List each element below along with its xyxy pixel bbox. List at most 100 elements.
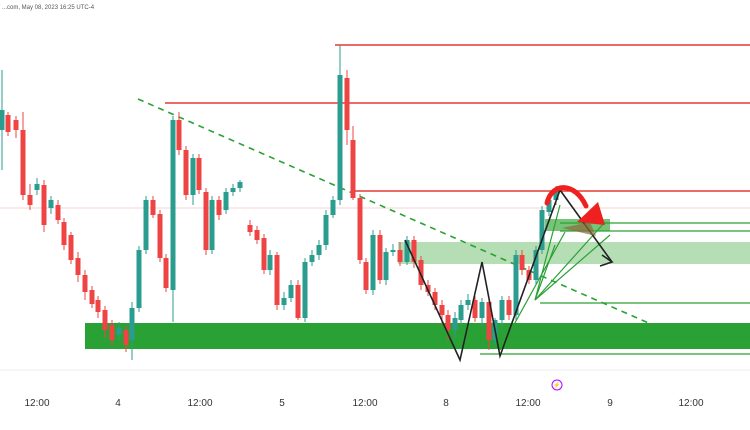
candle-body [432,292,438,305]
candle-body [95,300,101,312]
candle [230,184,236,196]
candle-body [150,200,156,215]
candle-body [350,140,356,198]
candle [75,252,81,282]
candle-body [13,120,19,130]
candle-body [479,302,485,318]
demand-zone[interactable] [398,242,750,264]
candle [41,180,47,232]
candle-body [499,300,505,320]
candle-body [157,214,163,258]
candle-body [196,158,202,190]
candle [261,234,267,274]
time-tick-label: 12:00 [678,398,703,409]
candle [95,296,101,318]
candle [465,294,471,310]
time-tick-label: 12:00 [515,398,540,409]
candle [370,230,376,295]
candle [116,322,122,340]
time-tick-label: 9 [607,398,613,409]
candle [143,196,149,254]
candle [163,254,169,292]
candle-body [445,315,451,330]
candle-body [309,255,315,262]
candle [281,292,287,310]
candle-body [109,325,115,340]
candle-body [553,190,559,200]
price-path-arrowhead [599,254,614,267]
candle [295,280,301,320]
candle-body [439,305,445,315]
candle-body [458,305,464,320]
time-tick-label: 12:00 [24,398,49,409]
candle [82,270,88,300]
candle-body [230,188,236,192]
candle-body [302,262,308,318]
candle [48,196,54,214]
candle [150,196,156,218]
red-curved-arrow[interactable] [544,185,589,209]
candle-body [61,222,67,245]
candle [513,250,519,320]
candle [183,146,189,200]
candle [123,326,129,352]
candle-body [27,195,33,205]
candle [411,236,417,268]
candle [486,298,492,350]
candle [129,302,135,360]
candle [237,180,243,192]
candle-body [316,245,322,255]
candle-body [506,300,512,315]
candle [27,184,33,210]
event-marker-icon[interactable] [551,379,563,391]
candle [0,70,5,170]
candle-body [190,158,196,195]
candle-body [55,205,61,220]
candle [20,112,26,200]
candle-body [41,185,47,225]
candle [404,236,410,265]
candle [397,242,403,266]
candle-body [247,225,253,232]
candle [288,280,294,302]
candle [499,296,505,326]
candle-body [48,200,54,208]
candle-body [397,250,403,262]
candle-body [274,255,280,305]
candle [190,154,196,205]
candle-body [465,300,471,305]
candle [170,116,176,322]
candle [458,300,464,325]
price-path[interactable] [404,188,613,363]
candle-body [513,255,519,315]
candles [0,45,559,360]
candle-body [357,198,363,260]
candle-body [295,285,301,318]
candle [350,126,356,200]
candle-body [363,262,369,290]
descending-trendline[interactable] [137,98,661,329]
arrow-shadow [562,222,596,236]
candle-body [377,235,383,280]
support-zone[interactable] [85,323,750,349]
time-tick-label: 5 [279,398,285,409]
candle [383,248,389,285]
candle-body [0,110,5,130]
candle-body [323,215,329,245]
candle [506,296,512,320]
candle-body [281,298,287,305]
candle [452,312,458,338]
candle [309,250,315,266]
candle-body [123,330,129,345]
candle [102,306,108,338]
candle [136,246,142,312]
candle [203,188,209,255]
candle-body [344,78,350,130]
candle-body [75,258,81,275]
candle [223,188,229,214]
candle [216,196,222,220]
candle-body [390,250,396,252]
candle-body [68,235,74,260]
time-tick-label: 4 [115,398,121,409]
